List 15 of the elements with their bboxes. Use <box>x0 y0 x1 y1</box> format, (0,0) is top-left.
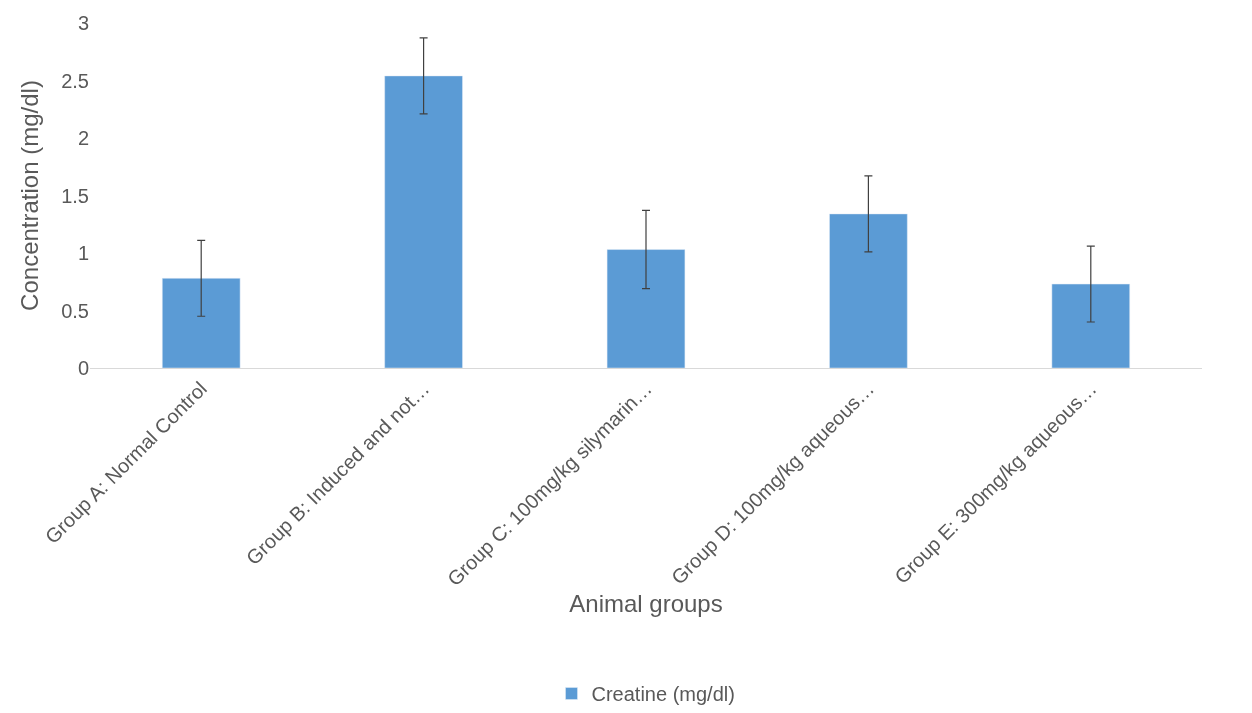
y-tick-label: 0.5 <box>61 299 89 322</box>
y-axis-title: Concentration (mg/dl) <box>16 80 44 311</box>
y-tick-label: 0 <box>77 357 89 379</box>
y-tick-label: 1 <box>77 242 89 264</box>
bar <box>1051 283 1130 368</box>
bar <box>829 213 908 368</box>
bar <box>162 278 241 368</box>
legend-label: Creatine (mg/dl) <box>591 683 735 706</box>
bar <box>384 75 463 368</box>
x-axis-title: Animal groups <box>569 590 723 618</box>
y-tick-label: 1.5 <box>61 184 89 207</box>
bar <box>606 249 686 368</box>
y-tick-label: 3 <box>77 12 89 34</box>
y-tick-label: 2.5 <box>61 69 89 92</box>
y-tick-label: 2 <box>77 127 89 149</box>
